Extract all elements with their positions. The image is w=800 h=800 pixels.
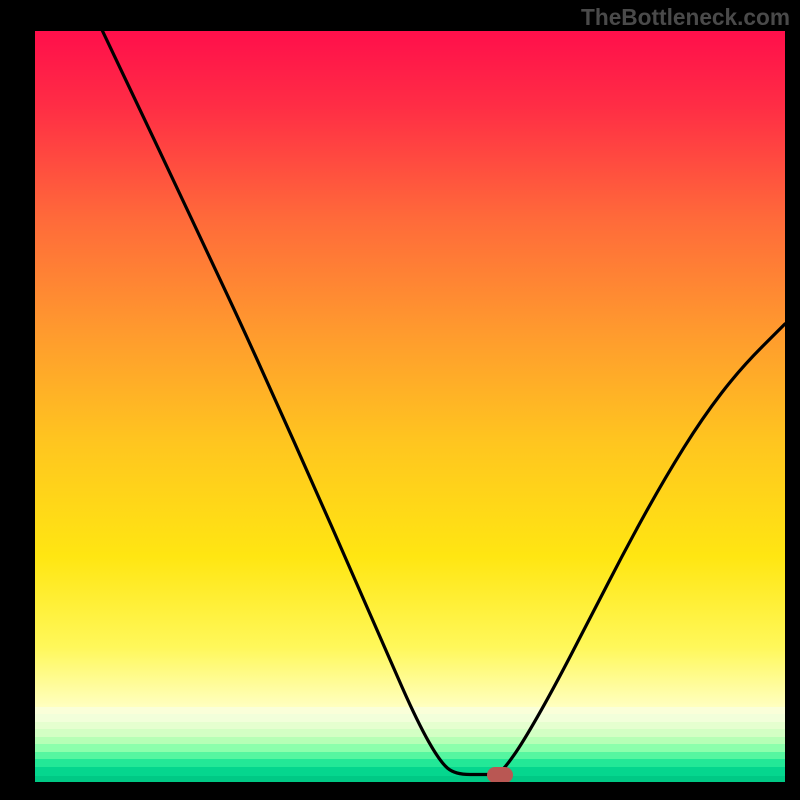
optimal-marker (487, 767, 513, 782)
plot-area (35, 31, 785, 782)
watermark-text: TheBottleneck.com (581, 4, 790, 31)
bottleneck-curve (35, 31, 785, 782)
chart-frame: TheBottleneck.com (0, 0, 800, 800)
